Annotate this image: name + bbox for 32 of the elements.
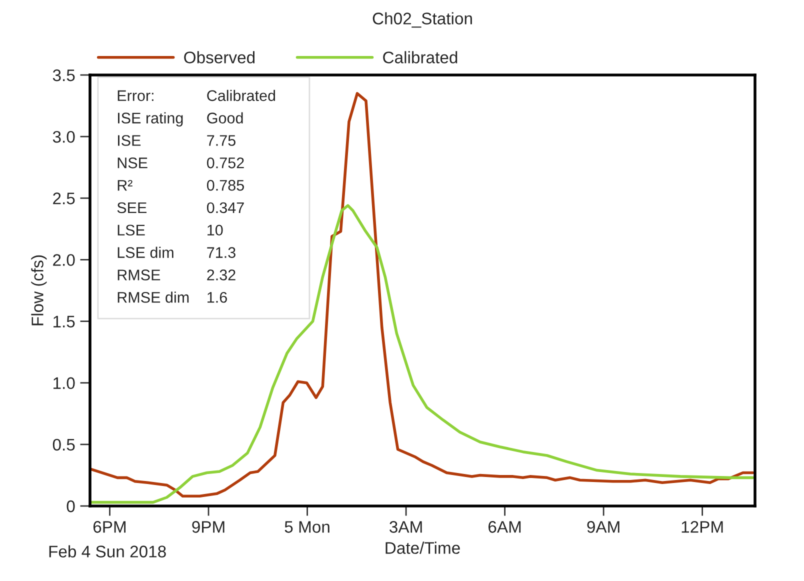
x-tick-label: 12PM bbox=[682, 521, 723, 533]
text: ISE 7.75 bbox=[118, 135, 236, 146]
x-tick-label: 9PM bbox=[192, 521, 224, 533]
x-tick-label: 9AM bbox=[587, 521, 620, 533]
y-tick-label: 3.5 bbox=[52, 69, 75, 82]
text: R² 0.785 bbox=[118, 180, 244, 191]
text: Error: Calibrated bbox=[118, 90, 276, 102]
y-tick-label: 2.0 bbox=[53, 254, 75, 266]
text: RMSE 2.32 bbox=[118, 270, 236, 280]
legend-label: Calibrated bbox=[383, 51, 458, 64]
x-tick-label: 3AM bbox=[390, 521, 422, 533]
text: RMSE dim 1.6 bbox=[118, 292, 227, 303]
text: LSE dim 71.3 bbox=[118, 246, 236, 258]
line-series bbox=[90, 204, 754, 504]
text: LSE 10 bbox=[118, 224, 223, 236]
text: SEE 0.347 bbox=[117, 202, 244, 214]
y-tick-label: 3.0 bbox=[52, 130, 75, 143]
y-tick-label: 1.0 bbox=[54, 377, 75, 390]
y-tick-label: 0 bbox=[66, 500, 75, 512]
y-tick-label: 2.5 bbox=[53, 192, 75, 204]
legend-label: Observed bbox=[184, 51, 255, 64]
y-tick-label: 1.5 bbox=[54, 316, 75, 328]
y-tick-label: 0.5 bbox=[52, 438, 75, 451]
text: NSE 0.752 bbox=[118, 158, 244, 168]
chart-title: Ch02_Station bbox=[372, 12, 472, 28]
text: Feb 4 Sun 2018 bbox=[49, 545, 166, 558]
x-tick-label: 6AM bbox=[488, 521, 521, 533]
x-tick-label: 5 Mon bbox=[284, 521, 330, 533]
text: ISE rating Good bbox=[118, 112, 243, 127]
x-axis-title: Date/Time bbox=[386, 542, 460, 554]
y-axis-title: Flow (cfs) bbox=[31, 255, 47, 326]
x-tick-label: 6PM bbox=[93, 521, 126, 533]
